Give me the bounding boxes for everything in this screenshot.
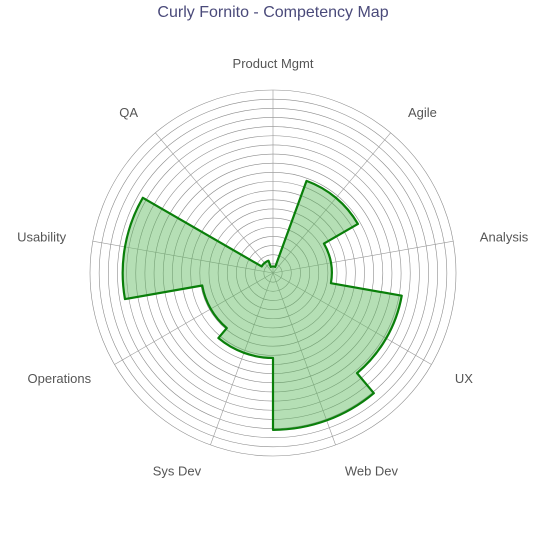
axis-label: QA (119, 105, 138, 120)
radar-series-area (121, 179, 403, 431)
axis-spoke (210, 272, 274, 446)
axis-label: Usability (17, 230, 67, 245)
axis-spoke (114, 272, 274, 365)
axis-label: Analysis (480, 230, 529, 245)
axis-label: Product Mgmt (233, 56, 314, 71)
radar-grid (89, 89, 457, 457)
axis-label: Operations (28, 371, 92, 386)
axis-label: Agile (408, 105, 437, 120)
axis-spoke (272, 132, 391, 274)
axis-spoke (272, 272, 336, 446)
axis-spoke (272, 272, 432, 365)
axis-label: UX (455, 371, 473, 386)
axis-label: Sys Dev (153, 463, 202, 478)
axis-labels: Product Mgmt Agile Analysis UX Web Dev Sys De… (17, 56, 529, 478)
series-area (121, 179, 403, 431)
axis-spoke (155, 132, 274, 274)
axis-spoke (272, 240, 454, 274)
axis-spoke (92, 240, 274, 274)
chart-title: Curly Fornito - Competency Map (157, 4, 388, 21)
axis-label: Web Dev (345, 463, 399, 478)
